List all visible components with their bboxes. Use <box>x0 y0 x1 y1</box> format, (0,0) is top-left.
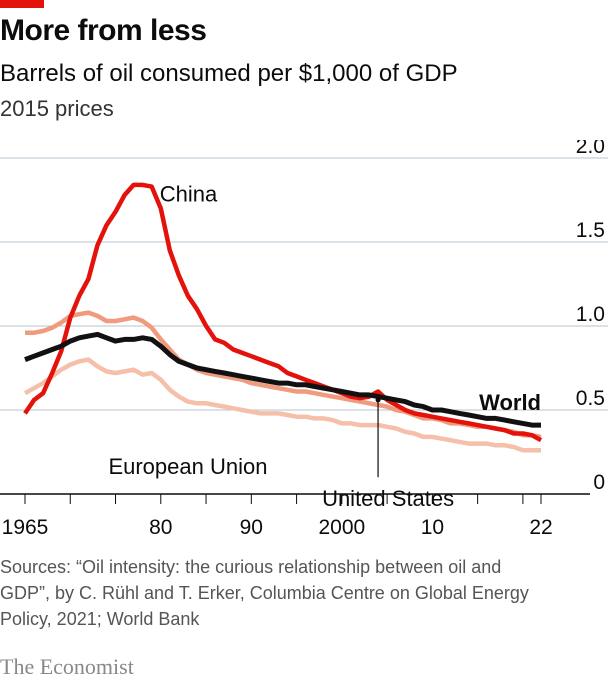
x-tick-label: 80 <box>149 516 172 539</box>
y-tick-label: 1.0 <box>576 303 605 326</box>
economist-logo: The Economist <box>0 654 134 679</box>
china-line <box>23 182 543 443</box>
world-line <box>24 331 541 428</box>
us-label-dot <box>375 397 381 403</box>
china-label: China <box>160 182 218 207</box>
y-tick-label: 0 <box>593 471 605 494</box>
line-chart: 0 0.5 1.0 1.5 2.0 1965 80 90 2000 10 22 China Euro… <box>0 140 608 539</box>
source-note: Sources: “Oil intensity: the curious rel… <box>0 557 529 629</box>
series-lines <box>23 182 543 453</box>
chart-units-note: 2015 prices <box>0 96 114 121</box>
x-tick-label: 22 <box>529 516 552 539</box>
world-label: World <box>479 390 541 415</box>
eu-line <box>23 357 541 453</box>
x-tick-label: 1965 <box>2 516 49 539</box>
x-axis: 1965 80 90 2000 10 22 <box>0 493 590 539</box>
x-tick-label: 10 <box>421 516 444 539</box>
eu-label: European Union <box>108 454 267 479</box>
y-tick-label: 0.5 <box>576 387 605 410</box>
series-labels: China European Union United States World <box>108 182 541 511</box>
y-tick-label: 2.0 <box>576 140 605 158</box>
chart-title: More from less <box>0 14 207 47</box>
y-tick-label: 1.5 <box>576 219 605 242</box>
y-axis-ticks: 0 0.5 1.0 1.5 2.0 <box>576 140 605 494</box>
grid-lines <box>0 157 608 411</box>
chart-subtitle: Barrels of oil consumed per $1,000 of GD… <box>0 60 458 87</box>
x-tick-label: 90 <box>240 516 263 539</box>
x-tick-label: 2000 <box>318 516 365 539</box>
us-label: United States <box>322 486 454 511</box>
brand-red-tab <box>0 0 44 8</box>
us-line <box>25 310 542 440</box>
